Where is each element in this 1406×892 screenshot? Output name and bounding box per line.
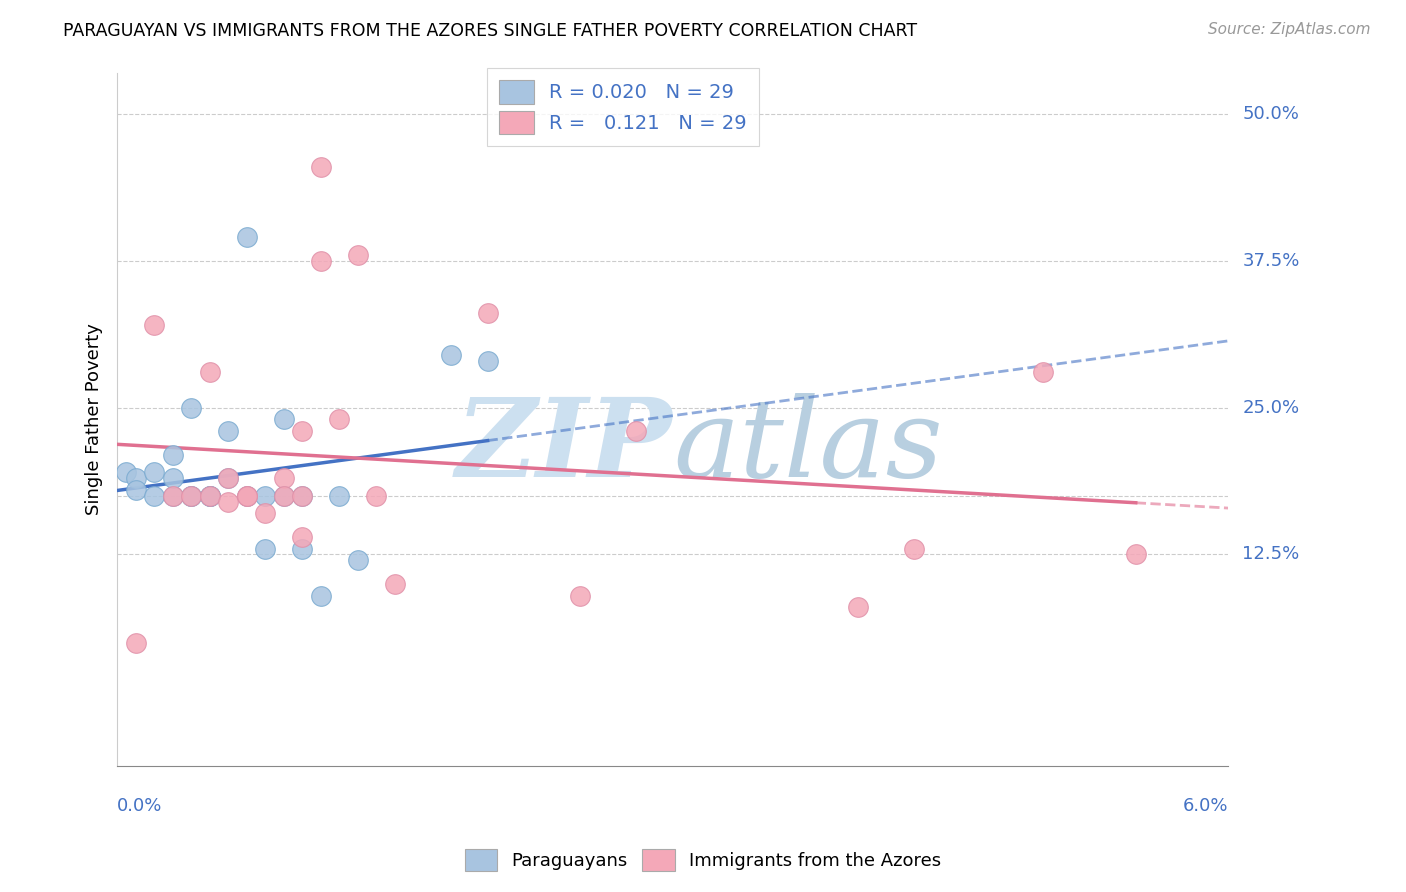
Point (254, 489, 277, 503)
Point (624, 424, 647, 438)
Point (477, 353, 499, 368)
Point (273, 489, 295, 503)
Point (198, 489, 221, 503)
Point (569, 589, 592, 603)
Text: ZIP: ZIP (456, 393, 672, 500)
Point (903, 541, 925, 556)
Text: Source: ZipAtlas.com: Source: ZipAtlas.com (1208, 22, 1371, 37)
Point (384, 577, 406, 591)
Point (236, 489, 259, 503)
Point (439, 348, 461, 362)
Point (236, 489, 259, 503)
Point (125, 635, 148, 649)
Point (366, 489, 388, 503)
Text: PARAGUAYAN VS IMMIGRANTS FROM THE AZORES SINGLE FATHER POVERTY CORRELATION CHART: PARAGUAYAN VS IMMIGRANTS FROM THE AZORES… (63, 22, 917, 40)
Point (291, 489, 314, 503)
Point (273, 489, 295, 503)
Point (143, 489, 166, 503)
Y-axis label: Single Father Poverty: Single Father Poverty (86, 323, 103, 516)
Point (273, 412, 295, 426)
Point (162, 448, 184, 462)
Text: atlas: atlas (672, 393, 942, 500)
Point (273, 471, 295, 485)
Point (347, 553, 370, 567)
Point (180, 401, 202, 415)
Legend: Paraguayans, Immigrants from the Azores: Paraguayans, Immigrants from the Azores (457, 842, 949, 879)
Point (328, 489, 350, 503)
Point (162, 471, 184, 485)
Point (162, 489, 184, 503)
Point (180, 489, 202, 503)
Point (254, 506, 277, 520)
Point (162, 489, 184, 503)
Text: 12.5%: 12.5% (1243, 545, 1299, 564)
Point (198, 489, 221, 503)
Point (291, 489, 314, 503)
Point (198, 489, 221, 503)
Text: 37.5%: 37.5% (1243, 252, 1299, 269)
Point (309, 160, 332, 174)
Legend: R = 0.020   N = 29, R =   0.121   N = 29: R = 0.020 N = 29, R = 0.121 N = 29 (486, 69, 758, 146)
Point (217, 471, 239, 485)
Point (180, 489, 202, 503)
Point (180, 489, 202, 503)
Point (291, 530, 314, 544)
Text: 6.0%: 6.0% (1182, 797, 1229, 814)
Point (291, 541, 314, 556)
Text: 50.0%: 50.0% (1243, 104, 1299, 123)
Point (846, 600, 869, 615)
Text: 25.0%: 25.0% (1243, 399, 1299, 417)
Text: 0.0%: 0.0% (117, 797, 163, 814)
Point (143, 318, 166, 333)
Point (125, 471, 148, 485)
Point (217, 494, 239, 508)
Point (115, 465, 138, 479)
Point (477, 306, 499, 320)
Point (198, 489, 221, 503)
Point (236, 489, 259, 503)
Point (347, 248, 370, 262)
Point (309, 253, 332, 268)
Point (328, 412, 350, 426)
Point (254, 541, 277, 556)
Point (217, 424, 239, 438)
Point (198, 365, 221, 379)
Point (125, 483, 148, 497)
Point (217, 471, 239, 485)
Point (1032, 365, 1054, 379)
Point (1125, 548, 1147, 562)
Point (143, 465, 166, 479)
Point (309, 589, 332, 603)
Point (291, 424, 314, 438)
Point (236, 230, 259, 244)
